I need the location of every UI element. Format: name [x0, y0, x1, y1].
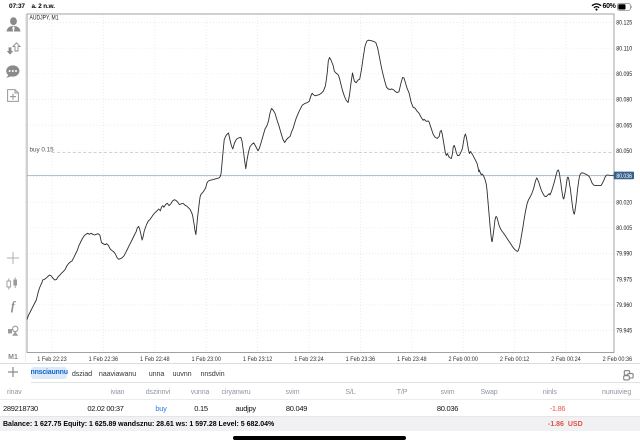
svg-text:80.020: 80.020	[616, 199, 632, 206]
svg-text:1 Feb 22:36: 1 Feb 22:36	[89, 356, 119, 363]
svg-text:79.975: 79.975	[616, 276, 632, 283]
svg-text:1 Feb 22:48: 1 Feb 22:48	[140, 356, 170, 363]
svg-text:80.080: 80.080	[616, 97, 632, 104]
svg-text:AUDJPY, M1: AUDJPY, M1	[30, 15, 59, 22]
svg-text:79.945: 79.945	[616, 328, 632, 335]
svg-text:80.065: 80.065	[616, 122, 632, 129]
svg-text:80.125: 80.125	[616, 20, 632, 27]
svg-text:80.095: 80.095	[616, 71, 632, 78]
svg-text:1 Feb 23:36: 1 Feb 23:36	[346, 356, 376, 363]
svg-text:2 Feb 00:36: 2 Feb 00:36	[603, 356, 633, 363]
svg-text:1 Feb 22:23: 1 Feb 22:23	[37, 356, 67, 363]
svg-text:2 Feb 00:24: 2 Feb 00:24	[551, 356, 581, 363]
svg-text:80.050: 80.050	[616, 148, 632, 155]
svg-text:80.036: 80.036	[616, 174, 632, 180]
svg-text:1 Feb 23:12: 1 Feb 23:12	[243, 356, 273, 363]
svg-text:79.990: 79.990	[616, 251, 632, 258]
svg-text:2 Feb 00:00: 2 Feb 00:00	[448, 356, 478, 363]
svg-text:1 Feb 23:00: 1 Feb 23:00	[191, 356, 221, 363]
svg-text:80.110: 80.110	[616, 45, 632, 52]
svg-text:2 Feb 00:12: 2 Feb 00:12	[500, 356, 530, 363]
svg-text:buy 0.15: buy 0.15	[30, 147, 55, 154]
svg-text:80.005: 80.005	[616, 225, 632, 232]
svg-text:1 Feb 23:24: 1 Feb 23:24	[294, 356, 324, 363]
svg-text:79.960: 79.960	[616, 302, 632, 309]
svg-text:1 Feb 23:48: 1 Feb 23:48	[397, 356, 427, 363]
